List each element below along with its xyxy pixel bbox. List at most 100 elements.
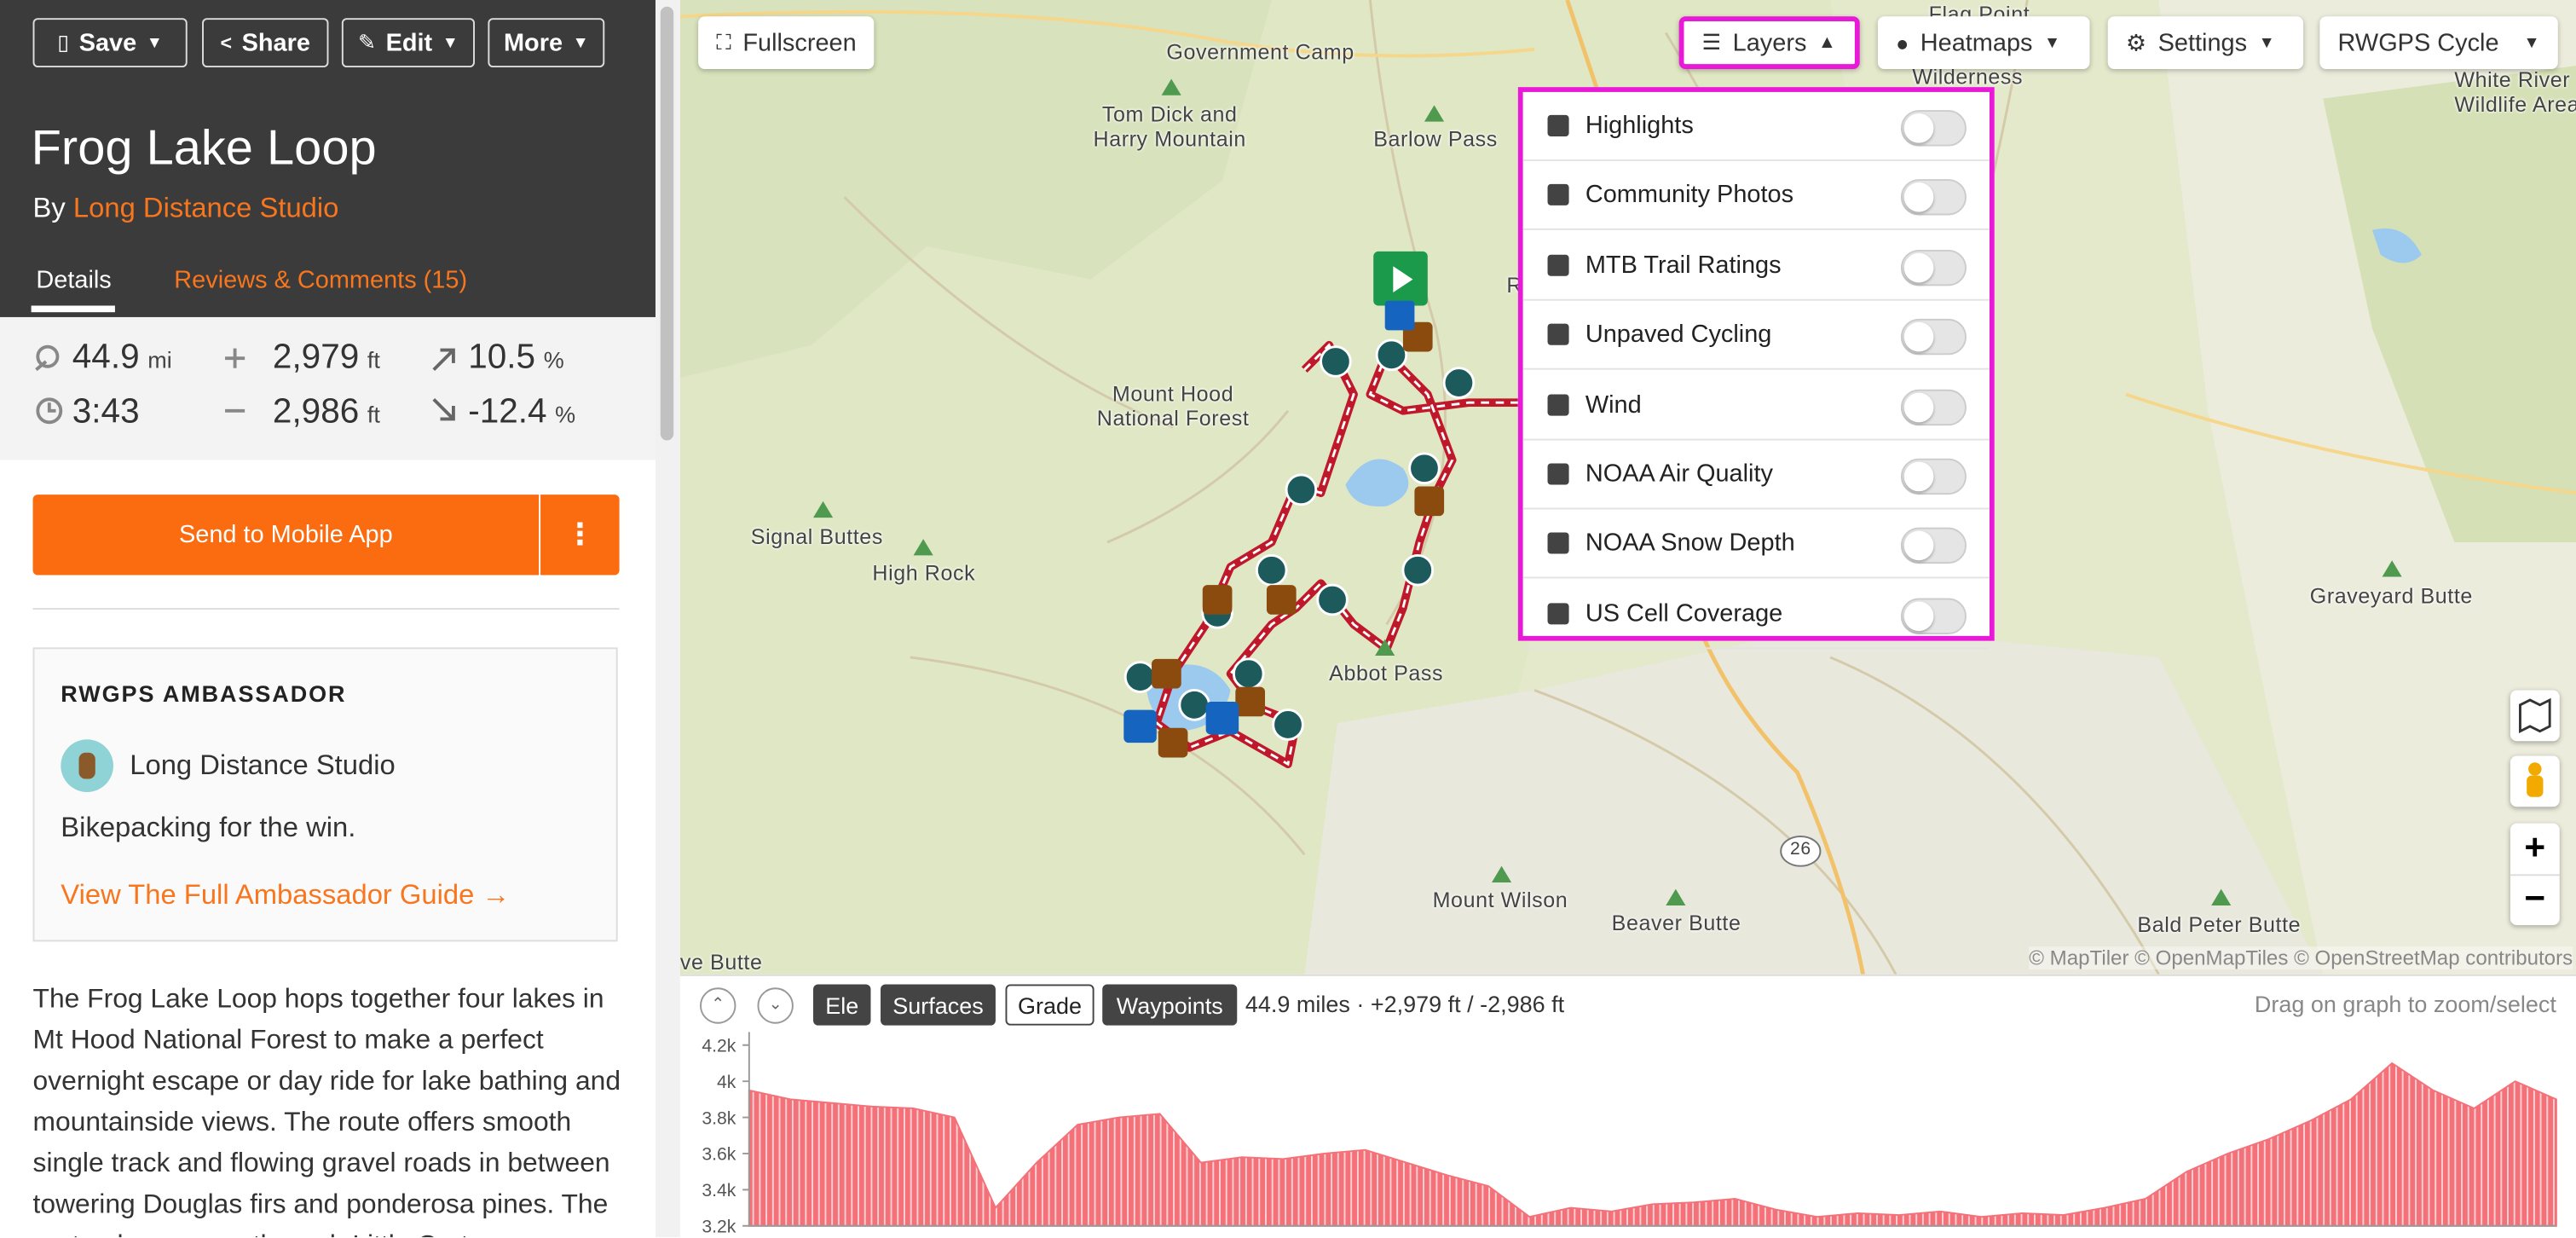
ambassador-heading: RWGPS AMBASSADOR <box>61 680 347 707</box>
y-tick-label: 4k <box>717 1073 736 1092</box>
map-label: Signal Buttes <box>750 524 883 549</box>
zoom-out[interactable]: − <box>2524 877 2546 919</box>
send-to-mobile-button[interactable]: Send to Mobile App <box>32 495 540 576</box>
edit-button[interactable]: ✎ Edit ▼ <box>341 18 475 68</box>
author-link[interactable]: Long Distance Studio <box>72 192 339 224</box>
map-label: ve Butte <box>679 949 763 975</box>
more-button[interactable]: More ▼ <box>488 18 605 68</box>
stat-value: 2,979 <box>272 338 360 377</box>
elevation-expand[interactable]: ⌃ <box>700 987 736 1024</box>
button-label: Settings <box>2157 28 2248 57</box>
y-tick-label: 3.4k <box>702 1181 736 1200</box>
map-label: Mount Wilson <box>1432 887 1568 912</box>
elevation-area <box>748 1062 2557 1227</box>
button-label: RWGPS Cycle <box>2337 28 2499 57</box>
ambassador-tagline: Bikepacking for the win. <box>61 812 356 843</box>
stat-unit: ft <box>367 346 380 373</box>
layer-label: US Cell Coverage <box>1585 599 1783 628</box>
layer-icon <box>1547 393 1569 415</box>
stat-value: 2,986 <box>272 392 360 431</box>
map[interactable]: Government Camp Tom Dick and Harry Mount… <box>679 0 2576 975</box>
stat-gain: 2,979 ft <box>273 338 380 378</box>
save-button[interactable]: ▯ Save ▼ <box>32 18 188 68</box>
layer-toggle[interactable] <box>1900 179 1967 217</box>
basemap-select[interactable]: RWGPS Cycle ▼ <box>2319 16 2558 69</box>
elevation-tab[interactable]: Ele <box>813 984 871 1026</box>
layer-row: Community Photos <box>1522 162 1990 231</box>
map-label: Barlow Pass <box>1373 126 1498 152</box>
elevation-tab[interactable]: Surfaces <box>881 984 996 1026</box>
byline: By Long Distance Studio <box>33 192 339 225</box>
layers-panel: Highlights Community Photos MTB Trail Rati… <box>1517 87 1995 649</box>
layer-icon <box>1547 184 1569 206</box>
stat-value: 3:43 <box>72 392 140 431</box>
y-tick-label: 3.6k <box>702 1145 736 1165</box>
map-label: Government Camp <box>1166 39 1354 65</box>
elevation-tab[interactable]: Grade <box>1005 984 1095 1026</box>
layer-label: NOAA Snow Depth <box>1585 529 1795 558</box>
zoom-in[interactable]: + <box>2510 824 2560 876</box>
layer-icon <box>1547 463 1569 485</box>
layer-toggle[interactable] <box>1900 598 1967 634</box>
scrollbar[interactable] <box>655 0 680 1238</box>
ambassador-guide-link[interactable]: View The Full Ambassador Guide → <box>61 879 511 911</box>
layer-toggle[interactable] <box>1900 458 1967 495</box>
layer-label: NOAA Air Quality <box>1585 460 1773 489</box>
layer-row: US Cell Coverage <box>1522 580 1990 649</box>
y-tick-label: 3.2k <box>702 1217 736 1236</box>
map-label: Graveyard Butte <box>2309 583 2473 609</box>
layer-icon <box>1547 254 1569 276</box>
map-label: White River Wildlife Area <box>2454 67 2576 117</box>
map-label: Abbot Pass <box>1329 660 1444 686</box>
route-description: The Frog Lake Loop hops together four la… <box>32 984 621 1237</box>
elevation-chart: 3.2k 3.4k 3.6k 3.8k 4k 4.2k <box>702 1032 2557 1236</box>
stat-unit: % <box>555 401 576 428</box>
button-label: Fullscreen <box>742 28 857 57</box>
zoom-controls: + − <box>2510 823 2560 926</box>
layer-icon <box>1547 114 1569 136</box>
heatmaps-button[interactable]: ● Heatmaps ▼ <box>1877 16 2090 69</box>
tab-details[interactable]: Details <box>36 266 112 294</box>
layers-button[interactable]: ☰ Layers ▲ <box>1678 16 1860 69</box>
button-label: Edit <box>385 28 433 57</box>
street-view-button[interactable] <box>2510 755 2560 807</box>
layer-label: Wind <box>1585 390 1642 419</box>
stat-icons <box>35 344 455 425</box>
layer-toggle[interactable] <box>1900 319 1967 356</box>
elevation-collapse[interactable]: ⌄ <box>757 987 794 1024</box>
elevation-hint: Drag on graph to zoom/select <box>2254 991 2556 1017</box>
divider <box>32 608 620 610</box>
layer-toggle[interactable] <box>1900 388 1967 425</box>
stat-value: -12.4 <box>468 392 547 431</box>
layer-label: Highlights <box>1585 112 1694 140</box>
settings-button[interactable]: ⚙ Settings ▼ <box>2107 16 2304 69</box>
sidebar: ▯ Save ▼ < Share ✎ Edit ▼ More ▼ Frog Lake Loo… <box>0 0 656 1238</box>
layer-toggle[interactable] <box>1900 110 1967 147</box>
elevation-summary: 44.9 miles · +2,979 ft / -2,986 ft <box>1245 991 1565 1017</box>
tab-reviews[interactable]: Reviews & Comments (15) <box>174 266 468 294</box>
stats-panel <box>0 316 656 460</box>
layer-toggle[interactable] <box>1900 528 1967 564</box>
button-label: Heatmaps <box>1920 28 2033 57</box>
fullscreen-button[interactable]: ⛶ Fullscreen <box>698 16 875 69</box>
layer-label: MTB Trail Ratings <box>1585 251 1782 280</box>
stat-unit: % <box>543 346 564 373</box>
map-info-button[interactable] <box>2510 690 2560 742</box>
button-label: Layers <box>1732 28 1807 57</box>
send-options-button[interactable]: ⋮ <box>540 495 620 576</box>
map-label: Beaver Butte <box>1611 910 1741 935</box>
button-label: Share <box>241 28 310 57</box>
elevation-tab[interactable]: Waypoints <box>1102 984 1238 1026</box>
map-attribution: © MapTiler © OpenMapTiles © OpenStreetMa… <box>2029 946 2573 970</box>
layer-row: Highlights <box>1522 92 1990 161</box>
layer-icon <box>1547 602 1569 624</box>
y-tick-label: 3.8k <box>702 1108 736 1128</box>
tab-indicator <box>31 305 115 313</box>
map-label: Mount Hood National Forest <box>1096 381 1250 431</box>
highway-shield: 26 <box>1789 839 1811 859</box>
layer-toggle[interactable] <box>1900 249 1967 286</box>
share-button[interactable]: < Share <box>202 18 329 68</box>
layer-icon <box>1547 533 1569 555</box>
y-tick-label: 4.2k <box>702 1036 736 1056</box>
